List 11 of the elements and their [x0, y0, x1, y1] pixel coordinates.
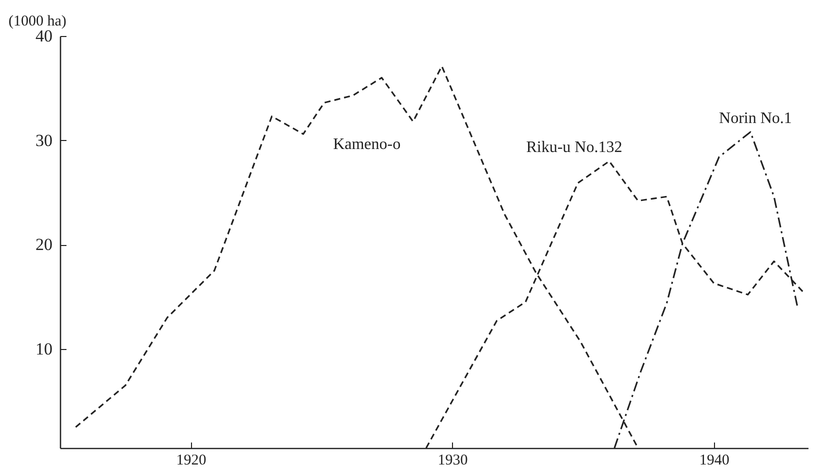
y-tick-label: 10 — [36, 339, 52, 358]
x-tick-label: 1940 — [699, 452, 730, 468]
series-label: Norin No.1 — [719, 110, 792, 127]
y-axis-title: (1000 ha) — [8, 14, 66, 30]
x-tick-label: 1930 — [438, 452, 468, 468]
y-tick-label: 20 — [36, 235, 52, 254]
y-tick-label: 30 — [36, 130, 52, 150]
x-tick-label: 1920 — [176, 452, 206, 468]
series-label: Riku-u No.132 — [526, 139, 622, 156]
series-label: Kameno-o — [333, 136, 401, 154]
y-tick-label: 40 — [36, 26, 52, 46]
